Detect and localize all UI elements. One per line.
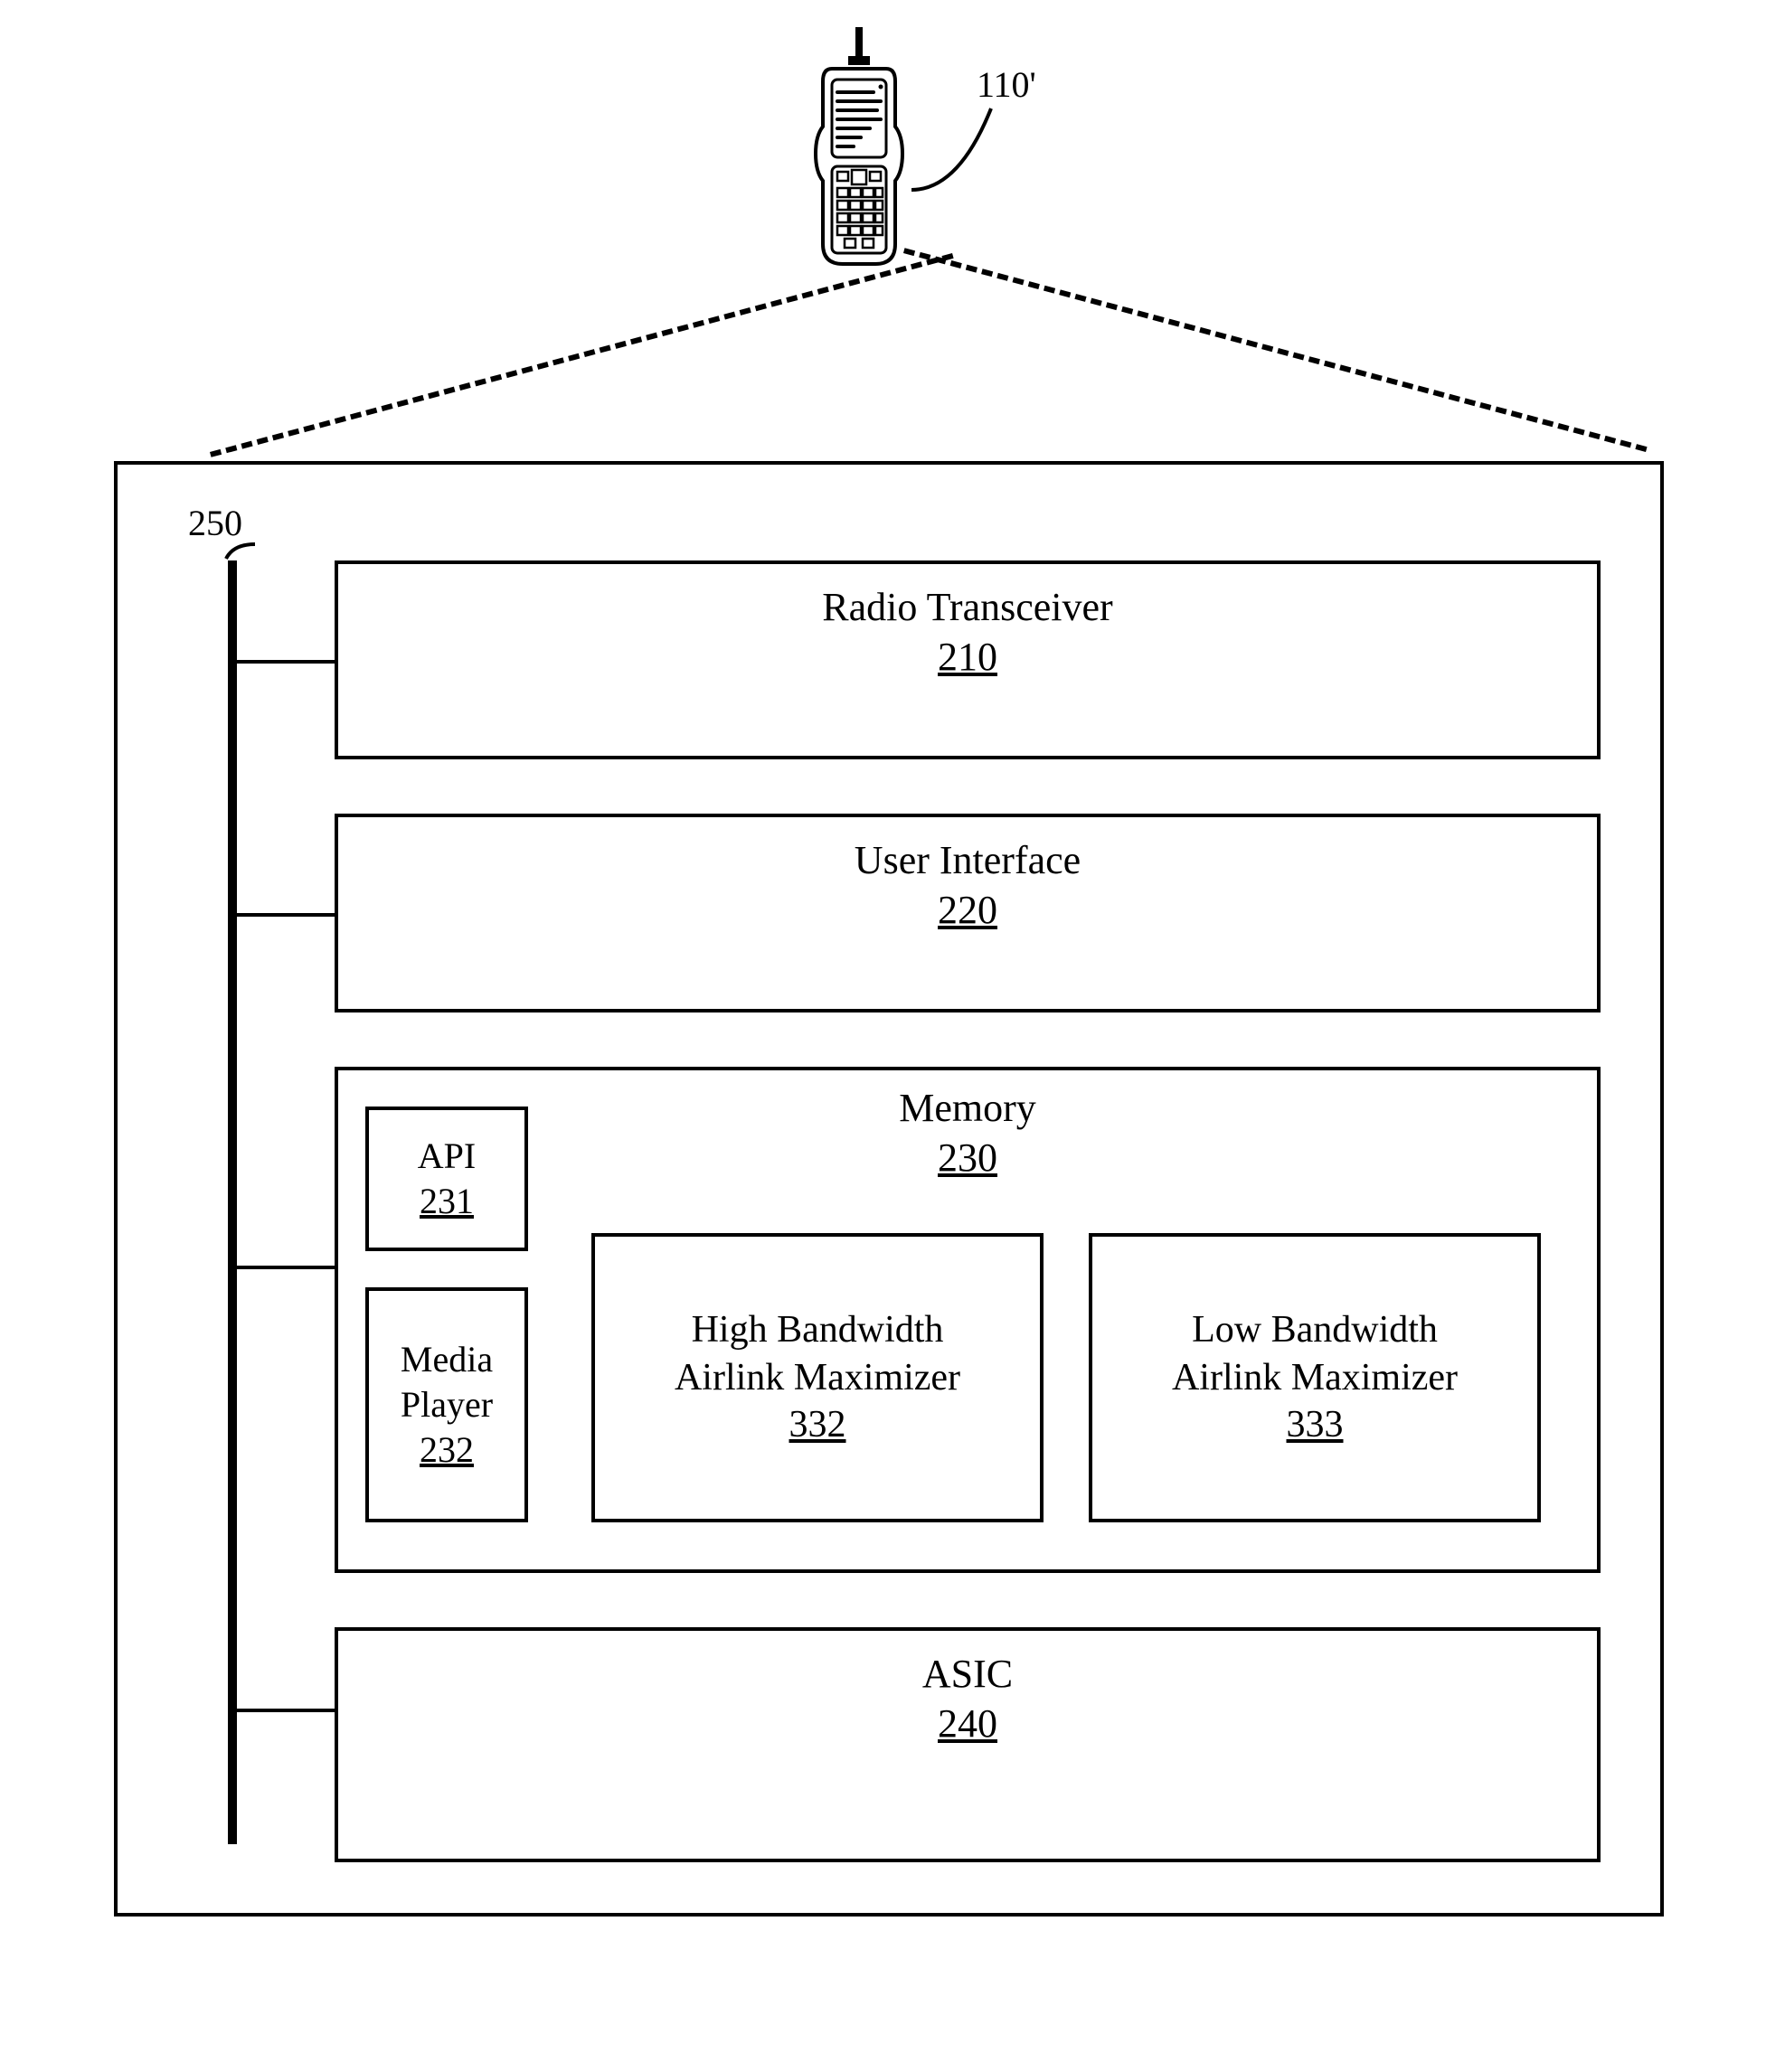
bus-tick-ui: [237, 913, 335, 917]
module-radio-ref: 210: [938, 632, 997, 682]
submodule-api-ref: 231: [420, 1179, 474, 1224]
submodule-low-bandwidth-maximizer: Low Bandwidth Airlink Maximizer 333: [1089, 1233, 1541, 1522]
submodule-player-ref: 232: [420, 1427, 474, 1473]
submodule-low-ref: 333: [1287, 1401, 1344, 1449]
module-asic: ASIC 240: [335, 1627, 1601, 1862]
submodule-media-player: Media Player 232: [365, 1287, 528, 1522]
device-callout-leader: [904, 99, 1013, 199]
device-ref-label: 110': [977, 63, 1036, 106]
module-radio-transceiver: Radio Transceiver 210: [335, 560, 1601, 759]
submodule-api: API 231: [365, 1107, 528, 1251]
submodule-api-title: API: [418, 1134, 476, 1179]
module-ui-title: User Interface: [855, 835, 1081, 885]
submodule-player-title-l2: Player: [401, 1382, 493, 1427]
module-memory: Memory 230 API 231 Media Player 232 High…: [335, 1067, 1601, 1573]
module-ui-ref: 220: [938, 885, 997, 935]
submodule-high-ref: 332: [789, 1401, 846, 1449]
submodule-low-title-l1: Low Bandwidth: [1192, 1306, 1438, 1354]
submodule-player-title-l1: Media: [401, 1337, 493, 1382]
module-memory-title: Memory: [899, 1086, 1036, 1130]
module-memory-ref: 230: [938, 1135, 997, 1180]
handheld-device-icon: [796, 27, 922, 271]
submodule-high-title-l2: Airlink Maximizer: [675, 1354, 960, 1402]
bus-tick-memory: [237, 1266, 335, 1269]
expansion-line-left: [210, 253, 954, 457]
bus-ref-label: 250: [188, 502, 242, 544]
bus-tick-asic: [237, 1709, 335, 1712]
bus-tick-radio: [237, 660, 335, 664]
submodule-high-title-l1: High Bandwidth: [692, 1306, 944, 1354]
system-bus: [228, 560, 237, 1844]
diagram-canvas: 110' 250 Radio Transceiver 210 User Inte…: [0, 0, 1785, 2072]
module-user-interface: User Interface 220: [335, 814, 1601, 1012]
module-asic-ref: 240: [938, 1699, 997, 1748]
submodule-high-bandwidth-maximizer: High Bandwidth Airlink Maximizer 332: [591, 1233, 1044, 1522]
module-radio-title: Radio Transceiver: [822, 582, 1112, 632]
submodule-low-title-l2: Airlink Maximizer: [1172, 1354, 1458, 1402]
expansion-line-right: [903, 248, 1648, 452]
module-asic-title: ASIC: [922, 1649, 1013, 1699]
